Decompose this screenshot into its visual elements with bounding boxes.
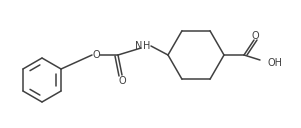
Text: O: O [92, 50, 100, 60]
Text: OH: OH [268, 58, 283, 68]
Text: H: H [143, 41, 150, 51]
Text: O: O [118, 76, 126, 86]
Text: N: N [135, 41, 142, 51]
Text: O: O [251, 31, 259, 41]
